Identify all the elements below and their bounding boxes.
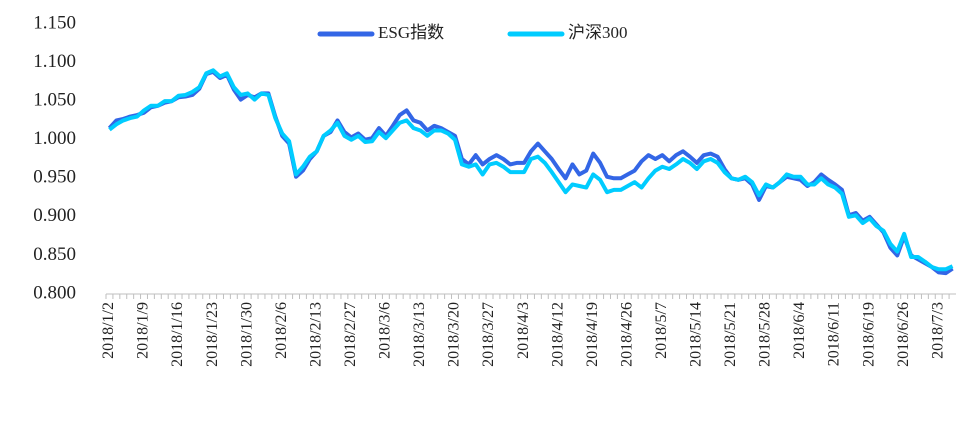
x-tick-label: 2018/5/28 [757, 302, 774, 367]
y-tick-label: 0.850 [33, 244, 76, 265]
legend-label: 沪深300 [568, 23, 628, 42]
y-tick-label: 1.000 [33, 128, 76, 149]
x-tick-label: 2018/5/21 [722, 302, 739, 367]
x-tick-label: 2018/4/12 [549, 302, 566, 367]
x-tick-label: 2018/6/11 [826, 302, 843, 366]
y-tick-label: 0.900 [33, 205, 76, 226]
series-line [107, 69, 954, 276]
y-tick-label: 0.950 [33, 167, 76, 188]
y-tick-label: 1.050 [33, 90, 76, 111]
x-tick-label: 2018/4/26 [618, 302, 635, 367]
y-tick-label: 0.800 [33, 282, 76, 303]
x-tick-label: 2018/4/19 [584, 302, 601, 367]
x-tick-label: 2018/5/14 [688, 302, 705, 367]
y-tick-label: 1.150 [33, 12, 76, 33]
x-tick-label: 2018/4/3 [515, 302, 532, 359]
x-tick-label: 2018/1/23 [204, 302, 221, 367]
x-tick-label: 2018/2/13 [307, 302, 324, 367]
x-tick-label: 2018/6/4 [791, 302, 808, 359]
x-tick-label: 2018/6/19 [860, 302, 877, 367]
x-tick-label: 2018/5/7 [653, 302, 670, 359]
x-tick-label: 2018/2/6 [273, 302, 290, 359]
legend-label: ESG指数 [378, 23, 444, 42]
x-tick-label: 2018/1/30 [238, 302, 255, 367]
x-tick-label: 2018/7/3 [929, 302, 946, 359]
series-line [108, 68, 954, 272]
x-tick-label: 2018/3/27 [480, 302, 497, 367]
x-tick-label: 2018/3/20 [446, 302, 463, 367]
x-tick-label: 2018/6/26 [895, 302, 912, 367]
x-tick-label: 2018/2/27 [342, 302, 359, 367]
x-tick-label: 2018/1/9 [135, 302, 152, 359]
x-tick-label: 2018/1/16 [169, 302, 186, 367]
x-tick-label: 2018/3/6 [377, 302, 394, 359]
x-tick-label: 2018/1/2 [100, 302, 117, 359]
y-tick-label: 1.100 [33, 51, 76, 72]
x-tick-label: 2018/3/13 [411, 302, 428, 367]
